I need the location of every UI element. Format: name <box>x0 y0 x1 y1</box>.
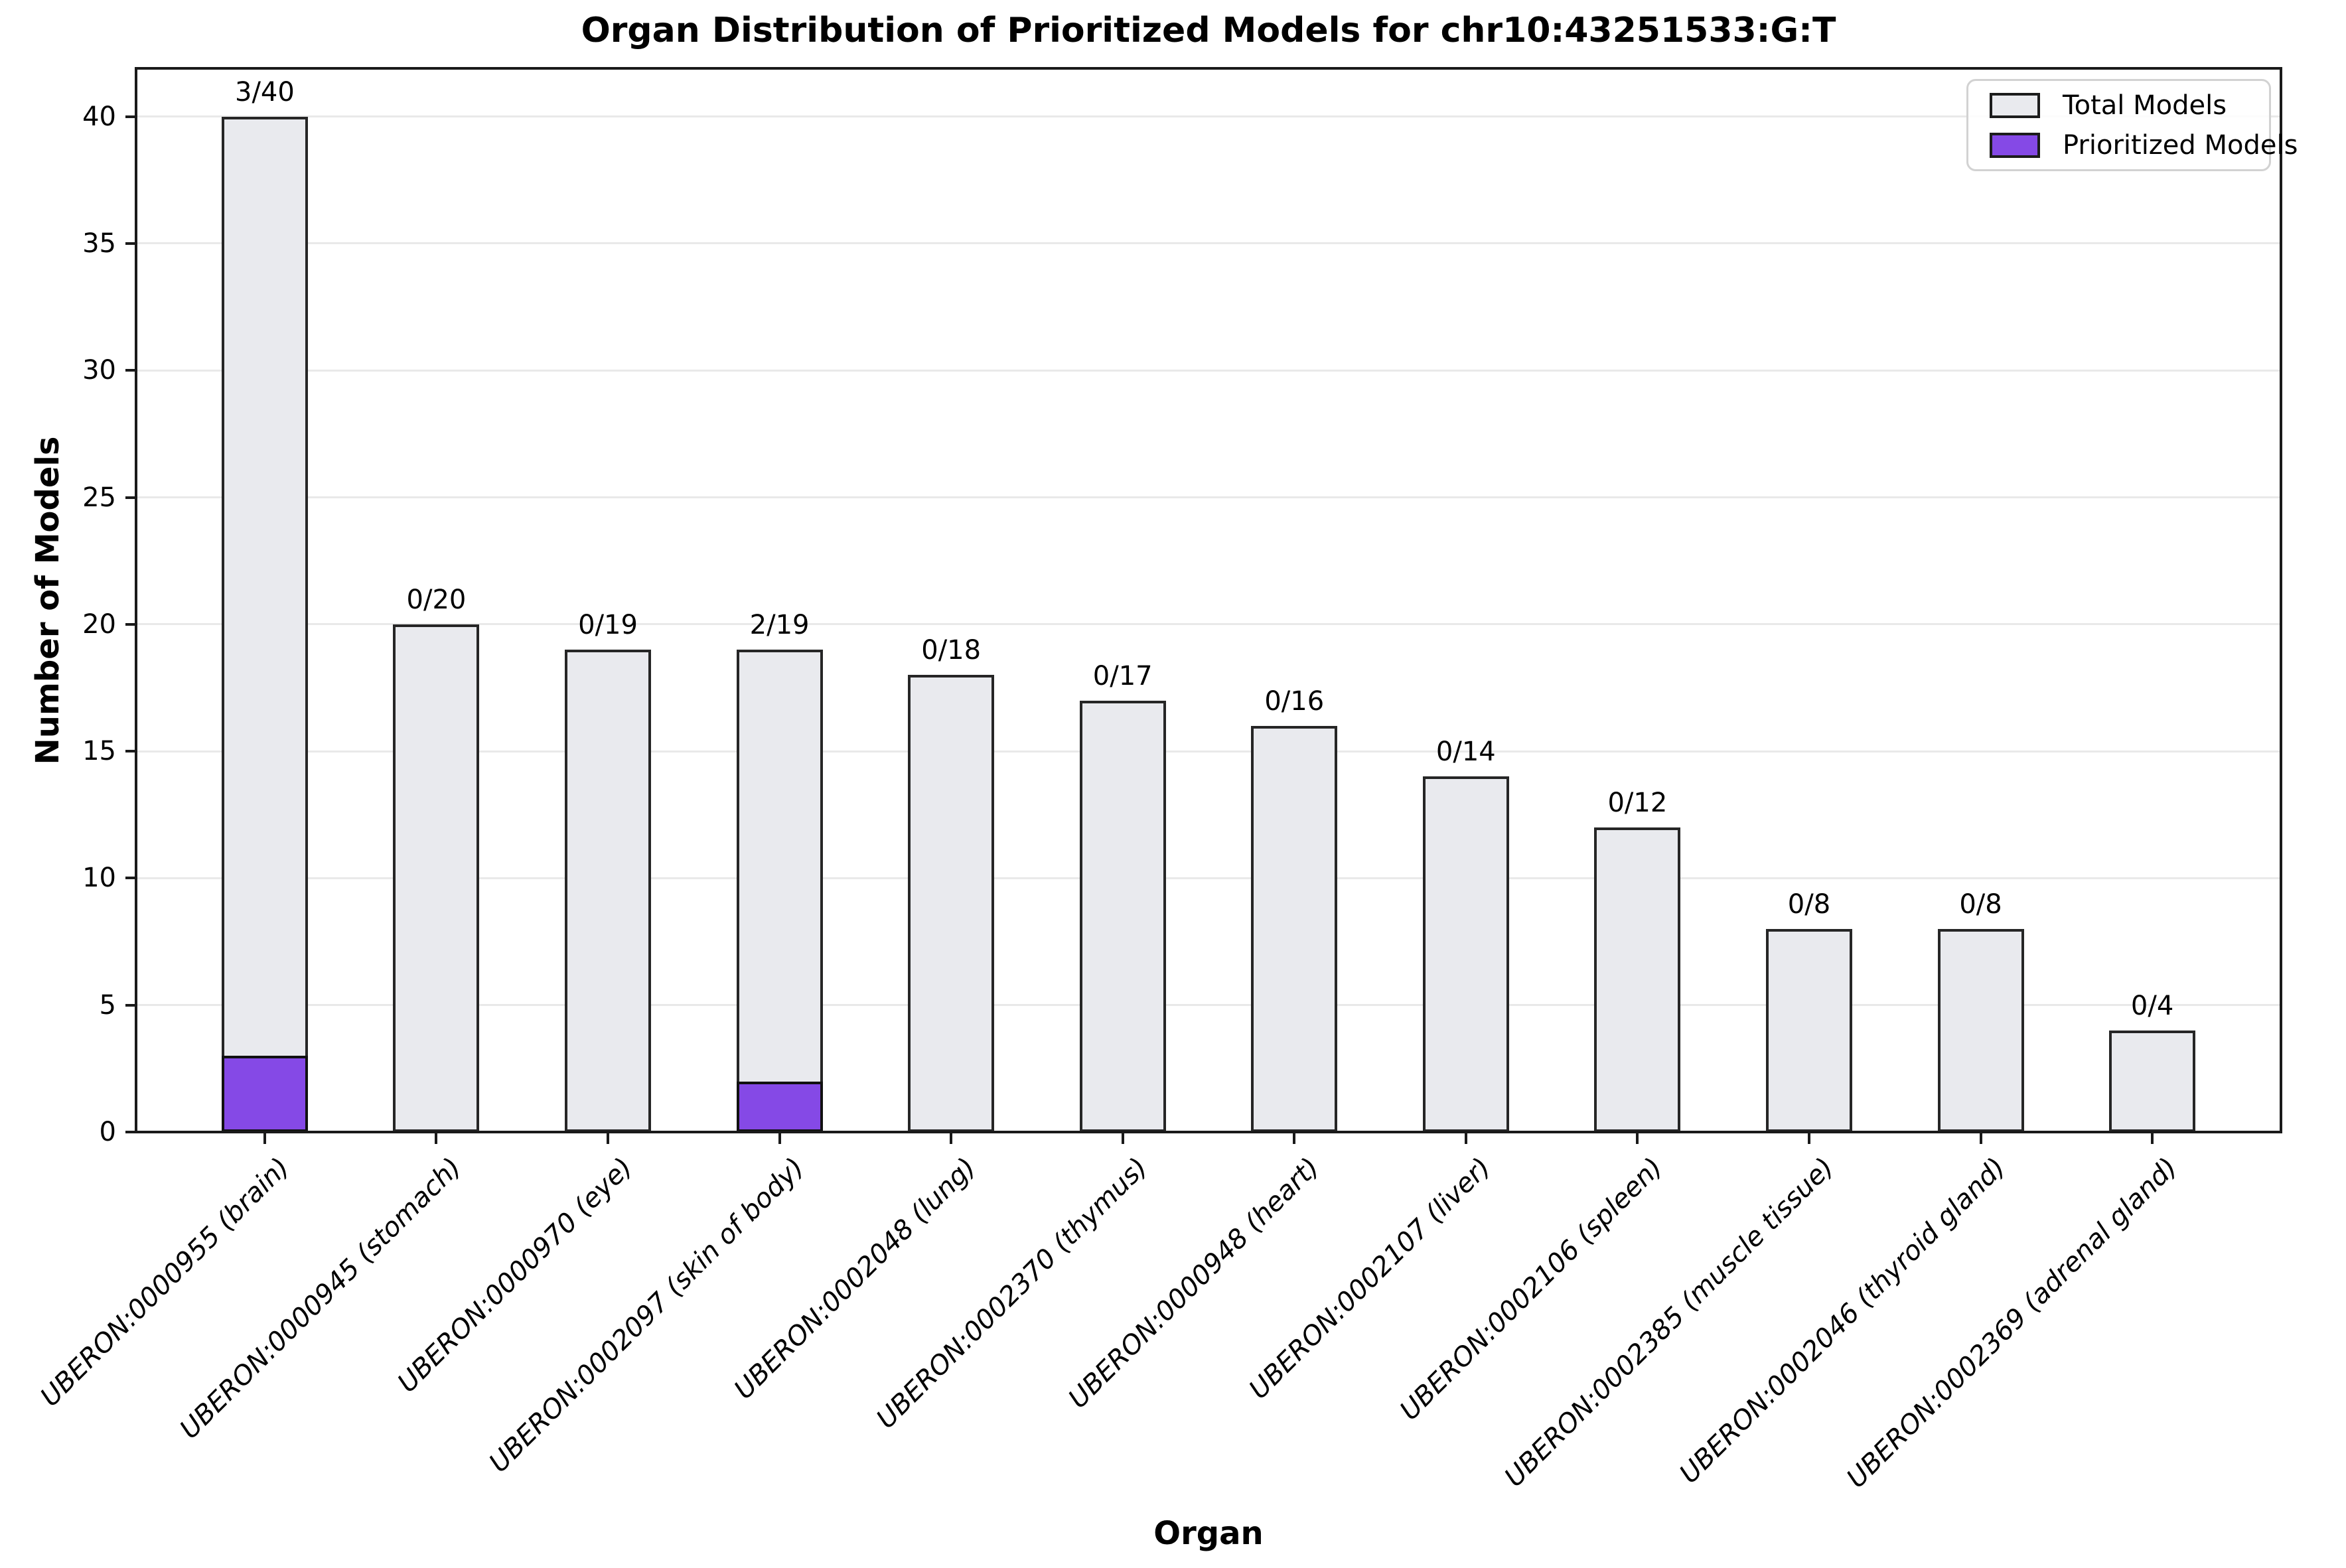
bar-value-label: 0/17 <box>1092 660 1153 691</box>
x-tick-mark <box>1979 1133 1982 1144</box>
legend-swatch-prioritized-models <box>1990 132 2040 158</box>
axis-spine-top <box>135 67 2282 70</box>
x-tick-label: UBERON:0002369 (adrenal gland) <box>1841 1152 2183 1494</box>
x-tick-mark <box>1293 1133 1296 1144</box>
y-tick-mark <box>125 369 136 372</box>
y-tick-label: 15 <box>82 736 116 767</box>
x-tick-mark <box>1121 1133 1124 1144</box>
legend-label-total-models: Total Models <box>2063 90 2227 121</box>
y-tick-mark <box>125 115 136 118</box>
y-tick-mark <box>125 1003 136 1007</box>
gridline <box>136 750 2281 752</box>
x-tick-label: UBERON:0002097 (skin of body) <box>483 1152 811 1479</box>
gridline <box>136 242 2281 245</box>
bar-total-12 <box>2109 1030 2196 1132</box>
x-tick-mark <box>435 1133 438 1144</box>
plot-area: 3/40 0/20 0/19 2/19 0/18 0/17 0/16 0/14 0/12 0/8 0… <box>136 68 2281 1132</box>
bar-total-6 <box>1079 700 1166 1132</box>
bar-value-label: 0/14 <box>1435 737 1496 768</box>
bar-total-7 <box>1251 725 1338 1132</box>
axis-spine-bottom <box>135 1131 2282 1133</box>
y-tick-mark <box>125 1131 136 1133</box>
gridline <box>136 877 2281 879</box>
bar-total-5 <box>908 675 995 1132</box>
axis-spine-left <box>135 67 137 1133</box>
x-tick-mark <box>263 1133 266 1144</box>
bar-total-9 <box>1594 827 1681 1132</box>
chart-title: Organ Distribution of Prioritized Models… <box>581 11 1836 50</box>
legend-item-total: Total Models <box>1990 90 2269 121</box>
gridline <box>136 115 2281 118</box>
y-tick-label: 0 <box>99 1117 116 1147</box>
x-tick-label: UBERON:0002046 (thyroid gland) <box>1674 1152 2012 1490</box>
x-tick-label: UBERON:0002385 (muscle tissue) <box>1499 1152 1840 1493</box>
bar-value-label: 0/8 <box>1787 889 1831 920</box>
bar-value-label: 3/40 <box>234 76 295 107</box>
y-axis-label: Number of Models <box>29 436 66 765</box>
gridline <box>136 369 2281 372</box>
bar-total-11 <box>1937 928 2024 1132</box>
bar-value-label: 0/16 <box>1264 685 1325 717</box>
axis-spine-right <box>2280 67 2282 1133</box>
bar-value-label: 0/4 <box>2130 990 2174 1021</box>
y-tick-label: 35 <box>82 228 116 259</box>
bar-total-8 <box>1422 776 1509 1132</box>
bar-total-3 <box>565 650 652 1132</box>
x-tick-mark <box>1464 1133 1467 1144</box>
x-tick-label: UBERON:0000945 (stomach) <box>174 1152 468 1445</box>
y-tick-label: 10 <box>82 863 116 894</box>
bar-value-label: 0/19 <box>578 610 638 641</box>
bar-value-label: 0/20 <box>406 584 467 615</box>
gridline <box>136 1004 2281 1007</box>
y-tick-mark <box>125 877 136 880</box>
bar-total-2 <box>393 624 480 1132</box>
y-tick-mark <box>125 496 136 499</box>
gridline <box>136 496 2281 499</box>
x-tick-label: UBERON:0002370 (thymus) <box>871 1152 1154 1435</box>
x-axis-label: Organ <box>1153 1515 1264 1552</box>
y-tick-label: 25 <box>82 482 116 513</box>
gridline <box>136 623 2281 626</box>
x-tick-mark <box>778 1133 781 1144</box>
bar-total-10 <box>1765 928 1852 1132</box>
y-tick-mark <box>125 242 136 245</box>
x-tick-mark <box>1807 1133 1810 1144</box>
y-tick-label: 5 <box>99 989 116 1021</box>
bar-prioritized-1 <box>221 1056 308 1132</box>
legend: Total Models Prioritized Models <box>1966 79 2298 171</box>
bar-prioritized-4 <box>736 1081 823 1132</box>
x-tick-mark <box>1636 1133 1639 1144</box>
bar-total-1 <box>221 116 308 1132</box>
bar-value-label: 0/18 <box>921 635 982 666</box>
y-tick-mark <box>125 622 136 626</box>
x-tick-mark <box>607 1133 610 1144</box>
legend-label-prioritized-models: Prioritized Models <box>2063 129 2298 161</box>
y-tick-label: 20 <box>82 608 116 640</box>
bar-value-label: 0/12 <box>1607 787 1668 818</box>
bar-value-label: 0/8 <box>1959 889 2002 920</box>
bar-total-4 <box>736 650 823 1132</box>
legend-item-prioritized: Prioritized Models <box>1990 130 2298 161</box>
legend-swatch-total-models <box>1990 92 2040 118</box>
y-tick-label: 30 <box>82 355 116 386</box>
y-tick-label: 40 <box>82 101 116 132</box>
x-tick-mark <box>950 1133 953 1144</box>
y-tick-mark <box>125 750 136 753</box>
x-tick-mark <box>2151 1133 2154 1144</box>
bar-value-label: 2/19 <box>749 610 810 641</box>
